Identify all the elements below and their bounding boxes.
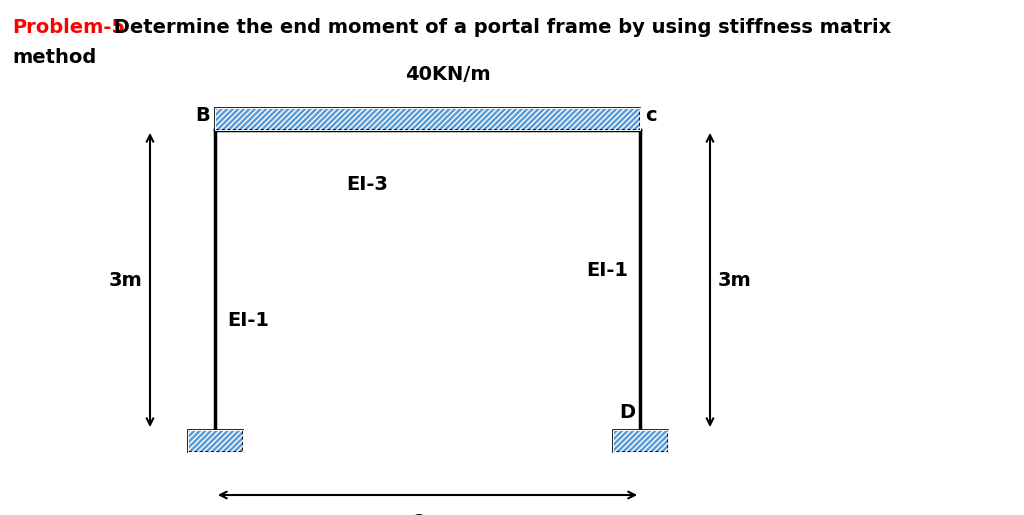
Text: D: D: [618, 403, 635, 422]
Text: B: B: [196, 106, 210, 125]
Text: EI-1: EI-1: [227, 311, 269, 330]
Text: c: c: [645, 106, 656, 125]
Bar: [612, 430, 668, 452]
Text: method: method: [12, 48, 96, 67]
Bar: [187, 430, 243, 452]
Bar: [612, 430, 668, 452]
Text: 3m: 3m: [109, 270, 142, 289]
Text: Problem-5: Problem-5: [12, 18, 125, 37]
Text: 40KN/m: 40KN/m: [404, 65, 490, 84]
Bar: [215, 108, 640, 130]
Text: Determine the end moment of a portal frame by using stiffness matrix: Determine the end moment of a portal fra…: [106, 18, 891, 37]
Text: EI-3: EI-3: [346, 176, 388, 195]
Bar: [215, 108, 640, 130]
Text: EI-1: EI-1: [586, 261, 628, 280]
Text: A: A: [223, 435, 239, 454]
Text: 3m: 3m: [718, 270, 752, 289]
Text: 6m: 6m: [411, 513, 444, 515]
Bar: [187, 430, 243, 452]
